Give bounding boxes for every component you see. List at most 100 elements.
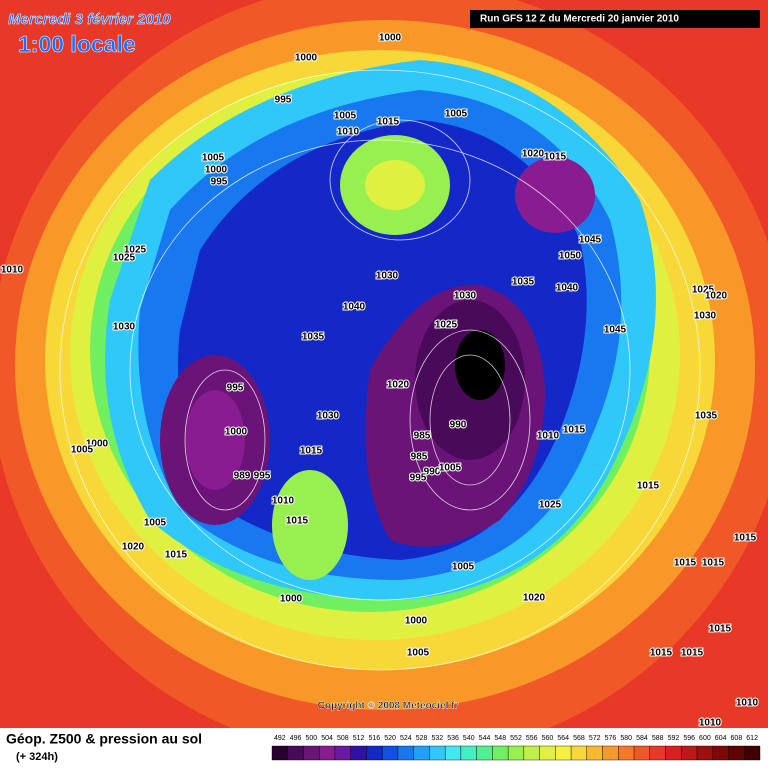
isobar-label: 1005 — [334, 111, 357, 122]
scale-label: 500 — [306, 735, 318, 742]
isobar-label: 1045 — [579, 235, 602, 246]
isobar-label: 989 — [234, 471, 251, 482]
scale-swatch — [429, 745, 446, 761]
isobar-label: 995 — [227, 383, 244, 394]
scale-swatch — [271, 745, 288, 761]
map-time: 1:00 locale — [18, 31, 136, 57]
isobar-label: 1005 — [452, 562, 475, 573]
isobar-label: 1010 — [272, 496, 295, 507]
isobar-label: 1025 — [539, 500, 562, 511]
scale-label: 604 — [715, 735, 727, 742]
isobar-label: 1015 — [650, 648, 673, 659]
isobar-label: 1020 — [122, 542, 145, 553]
isobar-label: 1015 — [286, 516, 309, 527]
isobar-label: 1000 — [225, 427, 248, 438]
isobar-label: 1035 — [302, 332, 325, 343]
scale-label: 600 — [699, 735, 711, 742]
scale-swatch — [507, 745, 525, 761]
run-info: Run GFS 12 Z du Mercredi 20 janvier 2010 — [480, 14, 679, 25]
isobar-label: 1010 — [699, 718, 722, 729]
lead-time: (+ 324h) — [16, 751, 58, 763]
isobar-label: 1000 — [405, 616, 428, 627]
isobar-label: 1005 — [407, 648, 430, 659]
scale-swatch — [397, 745, 414, 761]
scale-label: 520 — [384, 735, 396, 742]
scale-label: 540 — [463, 735, 475, 742]
scale-swatch — [523, 745, 540, 761]
scale-swatch — [555, 745, 572, 761]
isobar-label: 1025 — [692, 285, 715, 296]
scale-swatch — [303, 745, 320, 761]
isobar-label: 1010 — [1, 265, 24, 276]
isobar-label: 990 — [424, 467, 441, 478]
scale-swatch — [681, 745, 698, 761]
scale-label: 532 — [431, 735, 443, 742]
scale-label: 560 — [542, 735, 554, 742]
scale-swatch — [476, 745, 493, 761]
scale-swatch — [570, 745, 588, 761]
isobar-label: 1000 — [280, 594, 303, 605]
map-title: Mercredi 3 février 2010 — [8, 11, 171, 28]
isobar-label: 1010 — [537, 431, 560, 442]
isobar-label: 1000 — [295, 53, 318, 64]
header: Mercredi 3 février 2010 1:00 locale Run … — [8, 10, 760, 57]
copyright: Copyright © 2008 Meteociel.fr — [318, 701, 459, 712]
isobar-label: 985 — [411, 452, 428, 463]
scale-swatch — [381, 745, 399, 761]
isobar-label: 1005 — [71, 445, 94, 456]
scale-swatch — [586, 745, 603, 761]
scale-swatch — [633, 745, 651, 761]
scale-swatch — [744, 745, 761, 761]
isobar-label: 1025 — [113, 253, 136, 264]
isobar-label: 1020 — [387, 380, 410, 391]
isobar-label: 1025 — [124, 245, 147, 256]
scale-label: 588 — [652, 735, 664, 742]
isobar-label: 1030 — [694, 311, 717, 322]
isobar-label: 1015 — [377, 117, 400, 128]
isobar-label: 1015 — [637, 481, 660, 492]
isobar-label: 1005 — [202, 153, 225, 164]
isobar-label: 995 — [211, 177, 228, 188]
isobar-label: 1025 — [435, 320, 458, 331]
scale-label: 596 — [683, 735, 695, 742]
scale-label: 552 — [510, 735, 522, 742]
isobar-label: 1030 — [454, 291, 477, 302]
isobar-label: 995 — [410, 473, 427, 484]
scale-label: 568 — [573, 735, 585, 742]
scale-label: 556 — [526, 735, 538, 742]
isobar-label: 1030 — [113, 322, 136, 333]
scale-swatch — [602, 745, 619, 761]
isobar-label: 1040 — [556, 283, 579, 294]
run-box — [470, 10, 760, 28]
isobar-label: 1015 — [702, 558, 725, 569]
scale-label: 492 — [274, 735, 286, 742]
scale-swatch — [319, 745, 336, 761]
isobar-label: 1030 — [317, 411, 340, 422]
isobar-label: 1015 — [563, 425, 586, 436]
scale-swatch — [665, 745, 682, 761]
scale-label: 608 — [731, 735, 743, 742]
isobar-labels: 1000100099510051015101010051005100099510… — [0, 32, 760, 730]
scale-label: 508 — [337, 735, 349, 742]
isobar-label: 1000 — [379, 33, 402, 44]
color-scale: 492 496 500 504 508 512 516 520 524 528 532 536 540 5… — [271, 735, 761, 761]
isobar-label: 985 — [414, 431, 431, 442]
isobar-label: 1015 — [681, 648, 704, 659]
isobar-label: 1020 — [523, 593, 546, 604]
scale-label: 544 — [479, 735, 491, 742]
scale-swatch — [618, 745, 635, 761]
isobar-label: 1050 — [559, 251, 582, 262]
scale-swatch — [334, 745, 351, 761]
isobar-label: 1005 — [445, 109, 468, 120]
scale-label: 572 — [589, 735, 601, 742]
isobar-label: 1040 — [343, 302, 366, 313]
scale-label: 576 — [605, 735, 617, 742]
isobar-label: 1015 — [165, 550, 188, 561]
isobar-label: 1030 — [376, 271, 399, 282]
isobar-label: 990 — [450, 420, 467, 431]
isobar-label: 1015 — [734, 533, 757, 544]
scale-swatch — [539, 745, 556, 761]
scale-swatch — [413, 745, 430, 761]
isobar-label: 1015 — [709, 624, 732, 635]
scale-label: 580 — [620, 735, 632, 742]
